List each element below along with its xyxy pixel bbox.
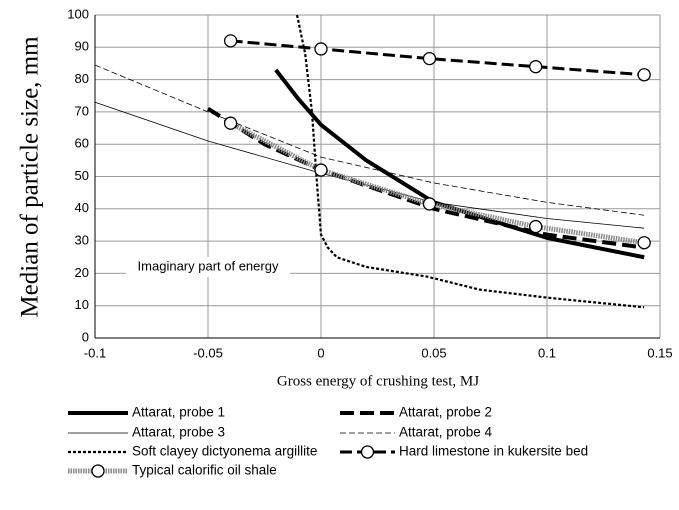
x-tick-label: 0.1 — [538, 345, 556, 360]
x-tick-label: 0.05 — [421, 345, 446, 360]
y-tick-label: 60 — [75, 136, 89, 151]
x-axis-label: Gross energy of crushing test, MJ — [277, 373, 479, 389]
y-tick-label: 0 — [82, 329, 89, 344]
legend-label: Hard limestone in kukersite bed — [399, 444, 588, 459]
legend-label: Attarat, probe 3 — [132, 425, 225, 440]
x-tick-label: 0.15 — [647, 345, 672, 360]
annotation: Imaginary part of energy — [138, 258, 279, 273]
marker — [223, 116, 238, 130]
marker — [223, 34, 238, 48]
y-tick-label: 70 — [75, 103, 89, 118]
y-tick-label: 10 — [75, 297, 89, 312]
legend-label: Soft clayey dictyonema argillite — [132, 444, 317, 459]
annotation-bg — [126, 256, 290, 277]
legend-label: Attarat, probe 4 — [399, 425, 493, 440]
marker — [637, 236, 651, 250]
series-line — [94, 64, 645, 216]
y-tick-label: 20 — [75, 265, 89, 280]
series-line — [274, 68, 645, 260]
series-line — [295, 14, 645, 309]
marker — [314, 163, 328, 177]
marker — [529, 219, 543, 234]
marker — [529, 60, 543, 74]
legend-label: Typical calorific oil shale — [132, 463, 277, 478]
y-tick-label: 30 — [75, 233, 89, 248]
legend-marker — [360, 445, 375, 459]
legend-label: Attarat, probe 2 — [399, 405, 492, 420]
y-tick-label: 100 — [67, 6, 89, 21]
y-axis-label: Median of particle size, mm — [17, 36, 44, 318]
y-tick-label: 50 — [75, 168, 89, 183]
x-tick-label: -0.05 — [193, 345, 223, 360]
x-tick-label: 0 — [317, 345, 324, 360]
y-tick-label: 90 — [75, 39, 89, 54]
series-line — [230, 39, 645, 77]
series-line — [206, 106, 645, 250]
series-line — [229, 120, 645, 246]
x-tick-label: -0.1 — [84, 345, 106, 360]
y-tick-label: 40 — [75, 200, 89, 215]
marker — [422, 197, 437, 211]
legend-marker — [91, 464, 105, 478]
marker — [314, 42, 328, 56]
marker — [637, 68, 651, 82]
y-tick-label: 80 — [75, 71, 89, 86]
legend-label: Attarat, probe 1 — [132, 405, 225, 420]
marker — [422, 51, 437, 66]
